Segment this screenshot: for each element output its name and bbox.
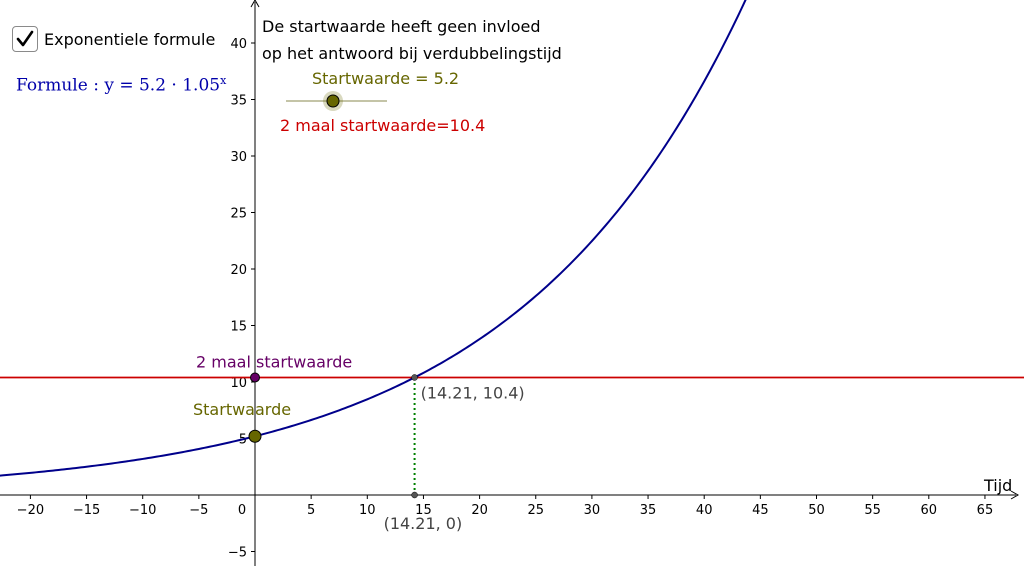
x-tick-label: 30	[584, 503, 601, 518]
y-tick-label: 25	[230, 207, 247, 222]
double-startvalue-label: 2 maal startwaarde=10.4	[280, 116, 485, 135]
x-tick-label: −10	[129, 503, 156, 518]
x-tick-label: 50	[808, 503, 825, 518]
x-intercept-point[interactable]	[411, 491, 418, 499]
x-tick-label: 10	[359, 503, 376, 518]
checkbox-label: Exponentiele formule	[44, 29, 216, 49]
x-tick-label: 55	[864, 503, 881, 518]
startvalue-point[interactable]	[248, 429, 262, 443]
note-text: De startwaarde heeft geen invloed op het…	[262, 13, 562, 67]
formula-text: Formule : y = 5.2 · 1.05x	[16, 74, 226, 96]
y-tick-label: 35	[230, 94, 247, 109]
formula-exponent: x	[220, 74, 227, 87]
checkbox-box[interactable]	[12, 26, 38, 52]
intersection-point[interactable]	[411, 374, 418, 381]
x-tick-label: −20	[17, 503, 44, 518]
tick-labels: −20 −15 −10 −5 0 5 10 15 20 25 30 35 40 45 50 55 60 65−55…	[17, 37, 1013, 561]
graph-lines	[0, 0, 1024, 495]
startwaarde-slider[interactable]	[286, 91, 387, 111]
x-tick-label: 35	[640, 503, 657, 518]
startvalue-point-label: Startwaarde	[193, 400, 291, 419]
x-tick-label: −15	[73, 503, 100, 518]
exponential-curve	[0, 0, 747, 477]
x-tick-label: 45	[752, 503, 769, 518]
slider-handle[interactable]	[326, 94, 340, 108]
exponential-formula-checkbox[interactable]: Exponentiele formule	[12, 26, 215, 52]
note-line-2: op het antwoord bij verdubbelingstijd	[262, 44, 562, 63]
x-tick-label: 65	[977, 503, 994, 518]
double-startvalue-point-label: 2 maal startwaarde	[196, 352, 352, 371]
x-tick-label: 20	[471, 503, 488, 518]
x-tick-label: 60	[921, 503, 938, 518]
x-tick-label: 15	[415, 503, 432, 518]
checkmark-icon	[16, 30, 34, 47]
y-tick-label: −5	[228, 546, 247, 561]
y-tick-label: 40	[230, 37, 247, 52]
y-tick-label: 15	[230, 320, 247, 335]
x-axis-arrow	[1010, 490, 1020, 500]
y-tick-label: 10	[230, 376, 247, 391]
x-intercept-point-label: (14.21, 0)	[384, 514, 463, 533]
y-axis-arrow	[250, 0, 260, 8]
x-axis-label: Tijd	[983, 476, 1012, 495]
x-tick-label: 5	[307, 503, 315, 518]
graph-points[interactable]	[248, 372, 418, 499]
x-tick-label: 25	[527, 503, 544, 518]
slider-label: Startwaarde = 5.2	[312, 69, 459, 88]
x-tick-label: 0	[238, 503, 246, 518]
formula-main: Formule : y = 5.2 · 1.05	[16, 75, 221, 96]
y-tick-label: 30	[230, 150, 247, 165]
double-startvalue-point[interactable]	[250, 372, 260, 383]
y-tick-label: 20	[230, 263, 247, 278]
point-labels: Startwaarde 2 maal startwaarde (14.21, 10.…	[193, 352, 525, 533]
x-tick-label: −5	[189, 503, 208, 518]
note-line-1: De startwaarde heeft geen invloed	[262, 17, 541, 36]
intersection-point-label: (14.21, 10.4)	[421, 383, 525, 402]
x-tick-label: 40	[696, 503, 713, 518]
